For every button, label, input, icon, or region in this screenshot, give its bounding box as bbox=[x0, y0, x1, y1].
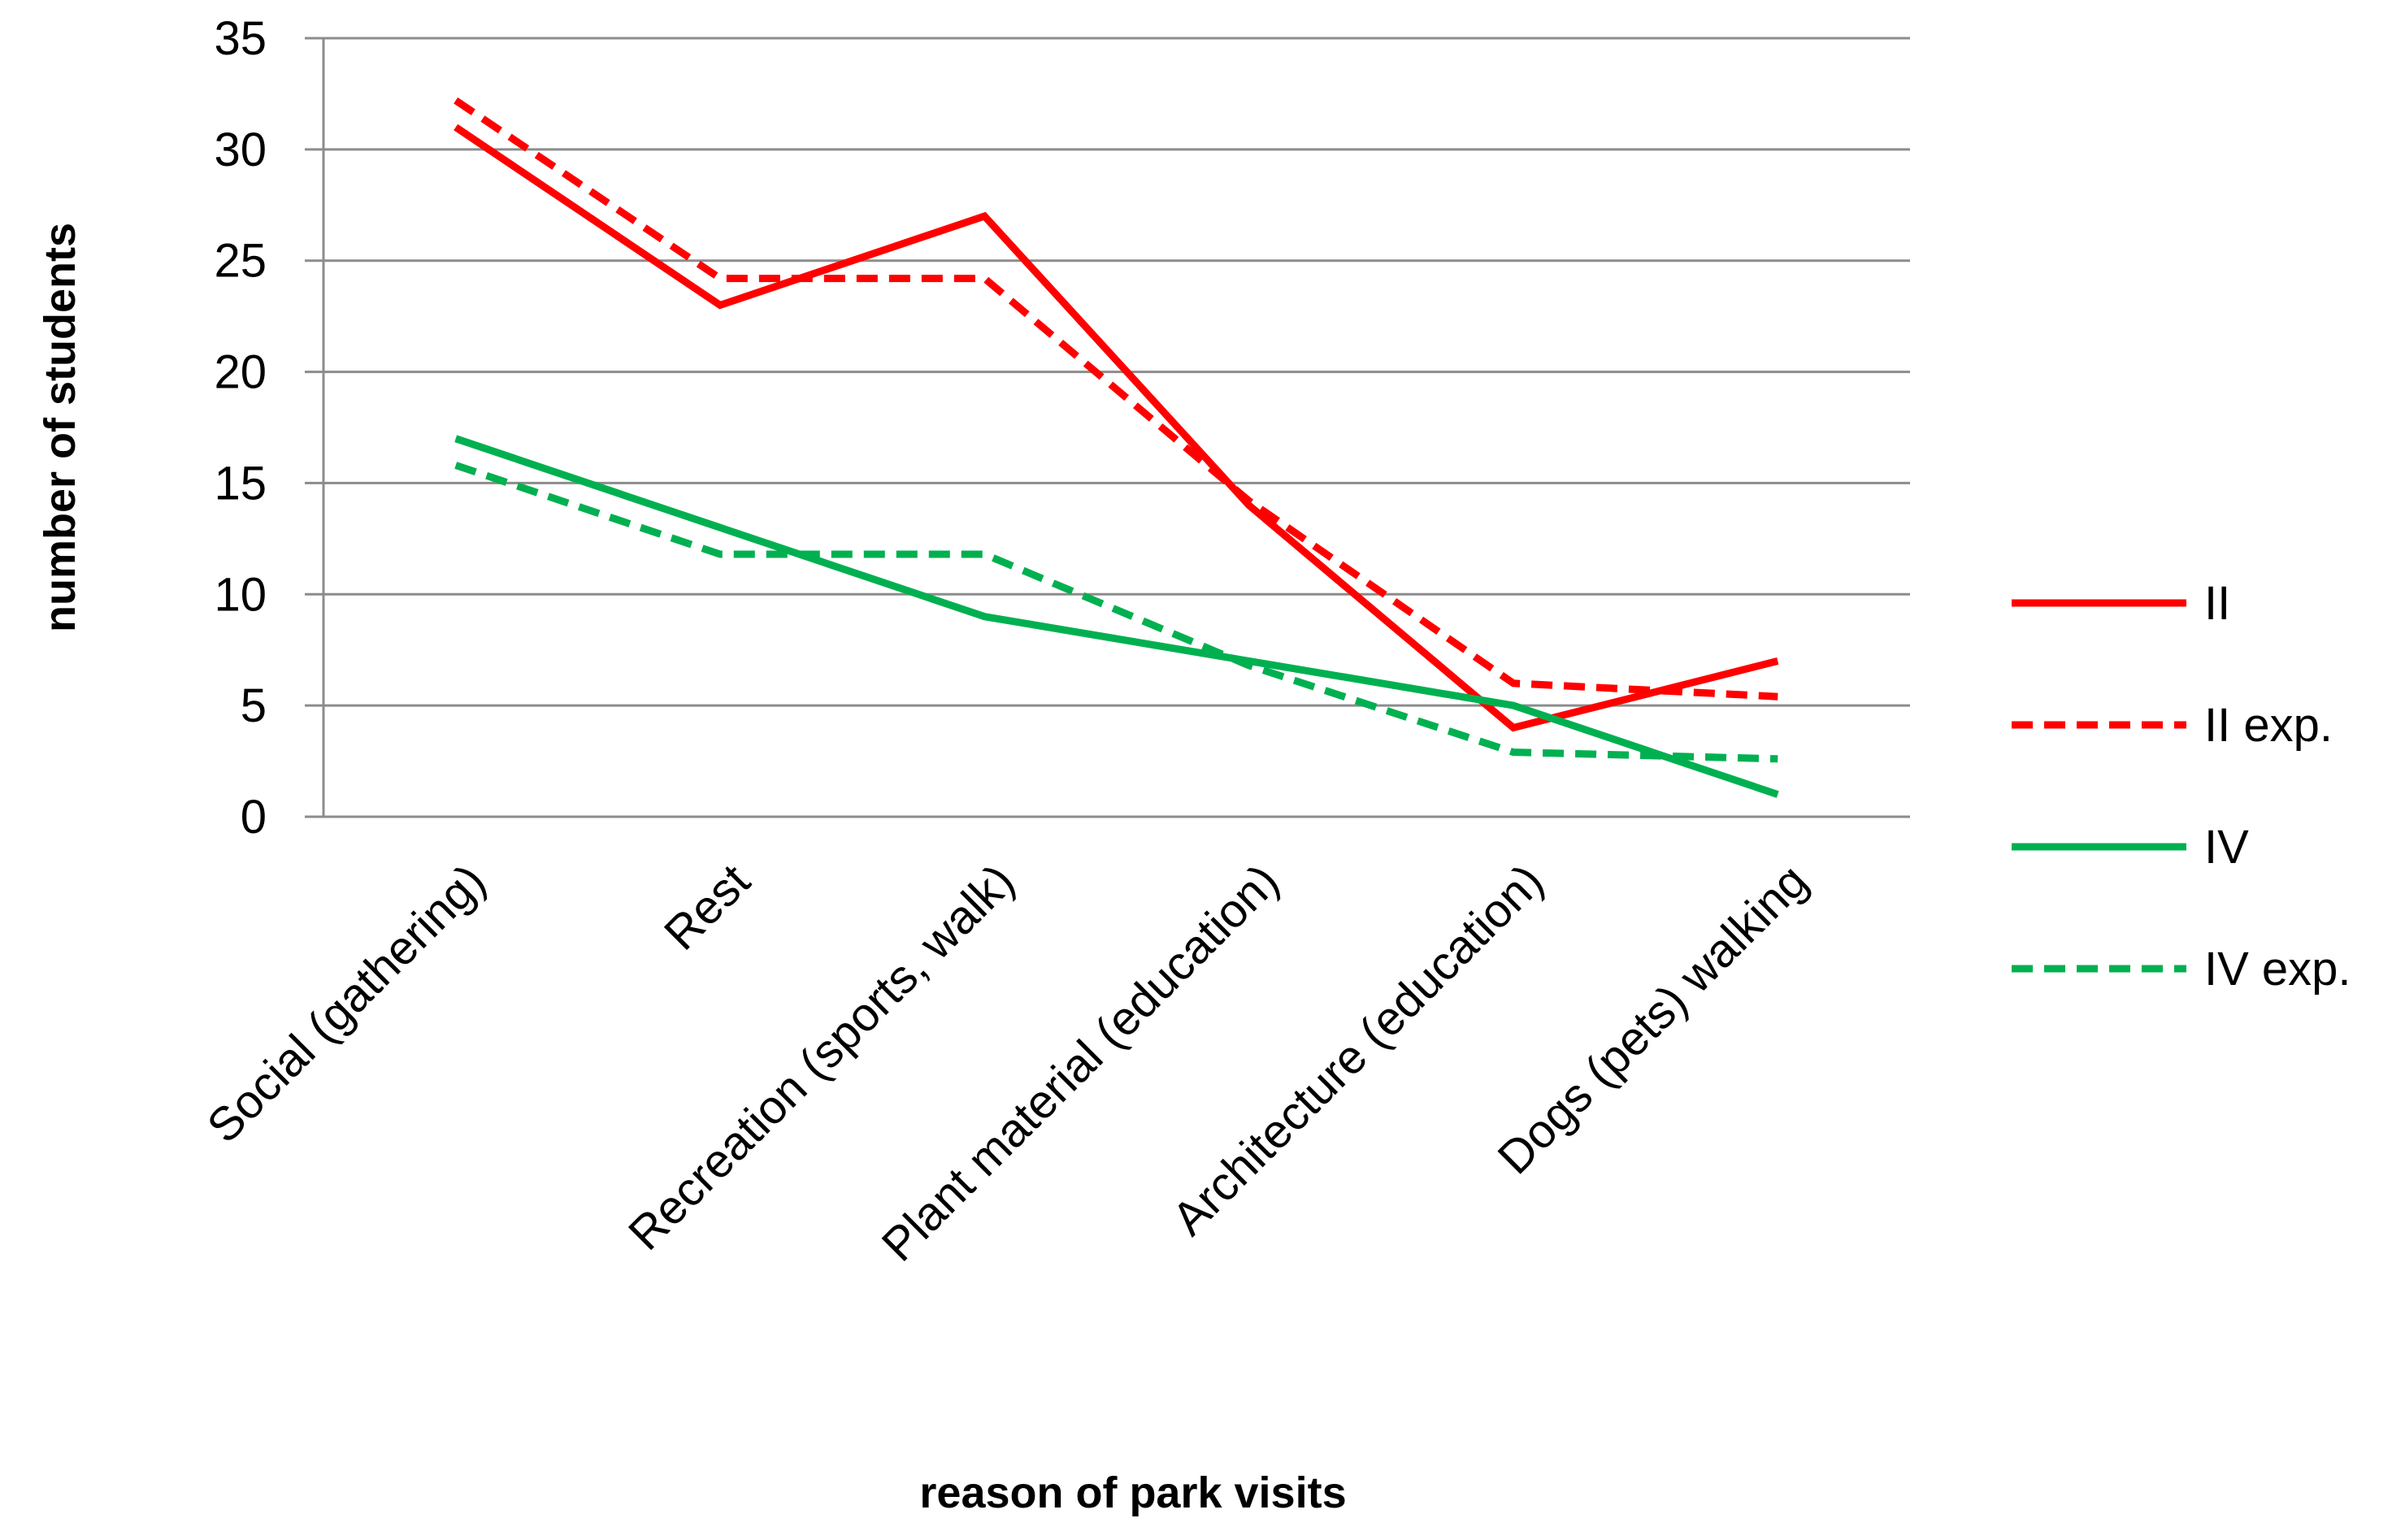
y-tick-label: 5 bbox=[241, 679, 267, 732]
legend-label: II exp. bbox=[2204, 699, 2333, 752]
y-tick-labels: 0 5 10 15 20 25 30 35 bbox=[214, 12, 267, 844]
y-tick-label: 15 bbox=[214, 457, 267, 510]
legend-label: II bbox=[2204, 577, 2230, 630]
y-axis-title: number of students bbox=[36, 223, 85, 632]
gridlines bbox=[305, 37, 1910, 818]
y-tick-label: 10 bbox=[214, 568, 267, 621]
series-line bbox=[454, 462, 1778, 763]
y-tick-label: 30 bbox=[214, 124, 267, 176]
y-tick-label: 35 bbox=[214, 12, 267, 65]
series-lines bbox=[454, 97, 1779, 798]
x-axis-title: reason of park visits bbox=[919, 1468, 1346, 1517]
y-tick-label: 20 bbox=[214, 346, 267, 399]
legend: II II exp. IV IV exp. bbox=[2012, 577, 2351, 996]
x-tick-label: Social (gathering) bbox=[197, 854, 495, 1152]
y-tick-label: 0 bbox=[241, 791, 267, 844]
series-line bbox=[454, 435, 1779, 798]
x-tick-label: Rest bbox=[654, 854, 760, 960]
legend-label: IV exp. bbox=[2204, 943, 2351, 996]
series-line bbox=[454, 97, 1778, 701]
legend-label: IV bbox=[2204, 821, 2249, 874]
y-tick-label: 25 bbox=[214, 235, 267, 288]
